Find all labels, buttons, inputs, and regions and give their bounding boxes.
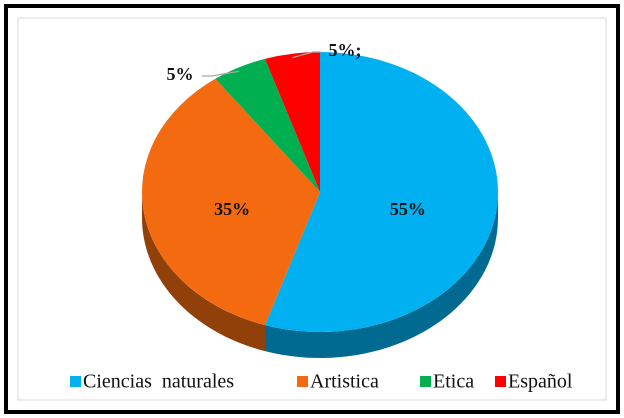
pie-slice xyxy=(264,52,498,332)
pie-slice xyxy=(264,52,320,192)
legend-swatch xyxy=(495,376,506,387)
leader-line xyxy=(202,70,240,77)
data-label: 55% xyxy=(390,199,426,219)
legend-swatch xyxy=(297,376,308,387)
legend-label: Español xyxy=(508,371,573,393)
pie-slice xyxy=(215,58,320,193)
legend-label: Ciencias naturales xyxy=(83,371,234,393)
data-label: 5%; xyxy=(329,40,362,60)
leader-line xyxy=(291,51,321,59)
legend-swatch xyxy=(70,376,81,387)
legend-label: Etica xyxy=(433,371,474,393)
data-label: 35% xyxy=(214,199,250,219)
plot-frame xyxy=(17,17,607,401)
legend-label: Artistica xyxy=(310,371,379,393)
pie-slice xyxy=(141,78,320,326)
legend-swatch xyxy=(420,376,431,387)
data-label: 5% xyxy=(167,64,194,84)
pie-side xyxy=(264,192,498,358)
pie-side xyxy=(142,192,265,352)
